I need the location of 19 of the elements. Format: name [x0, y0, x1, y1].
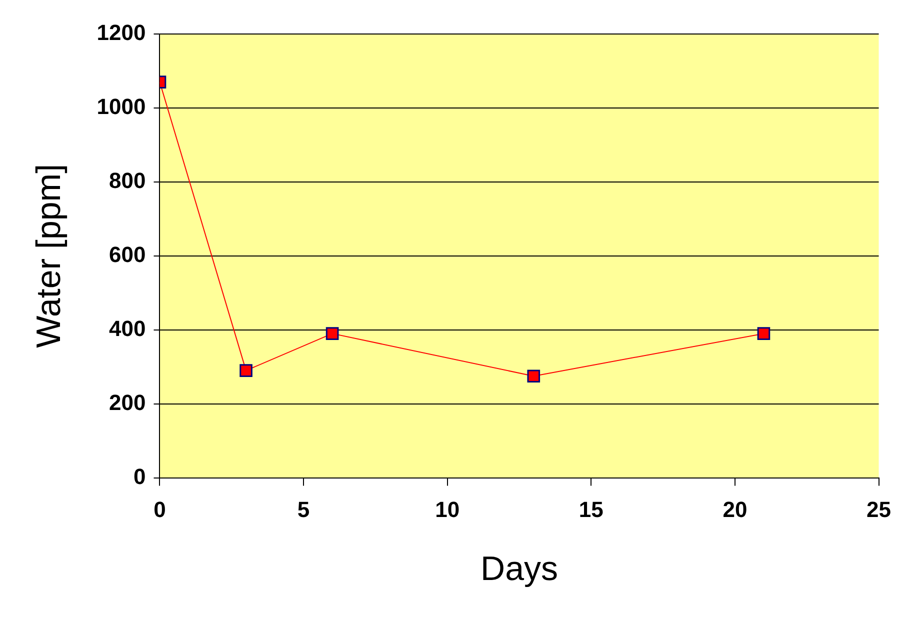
y-tick-label: 1000 — [96, 94, 146, 120]
point — [326, 327, 339, 340]
y-tick-label: 400 — [109, 316, 146, 341]
x-tick-label: 0 — [154, 497, 166, 522]
y-tick-label: 600 — [109, 242, 146, 267]
x-tick-label: 20 — [722, 497, 748, 522]
y-tick-label: 0 — [133, 464, 146, 489]
point — [527, 370, 540, 383]
y-tick-label: 800 — [109, 168, 146, 193]
y-tick-label: 1200 — [96, 20, 146, 46]
x-axis-title: Days — [480, 550, 558, 588]
y-tick-label: 200 — [109, 390, 146, 415]
point — [757, 327, 770, 340]
y-axis-title: Water [ppm] — [30, 164, 68, 348]
x-tick-label: 25 — [866, 497, 892, 522]
x-tick-label: 10 — [435, 497, 460, 522]
point — [240, 364, 252, 377]
x-tick-label: 5 — [297, 497, 310, 522]
x-tick-label: 15 — [578, 497, 604, 522]
